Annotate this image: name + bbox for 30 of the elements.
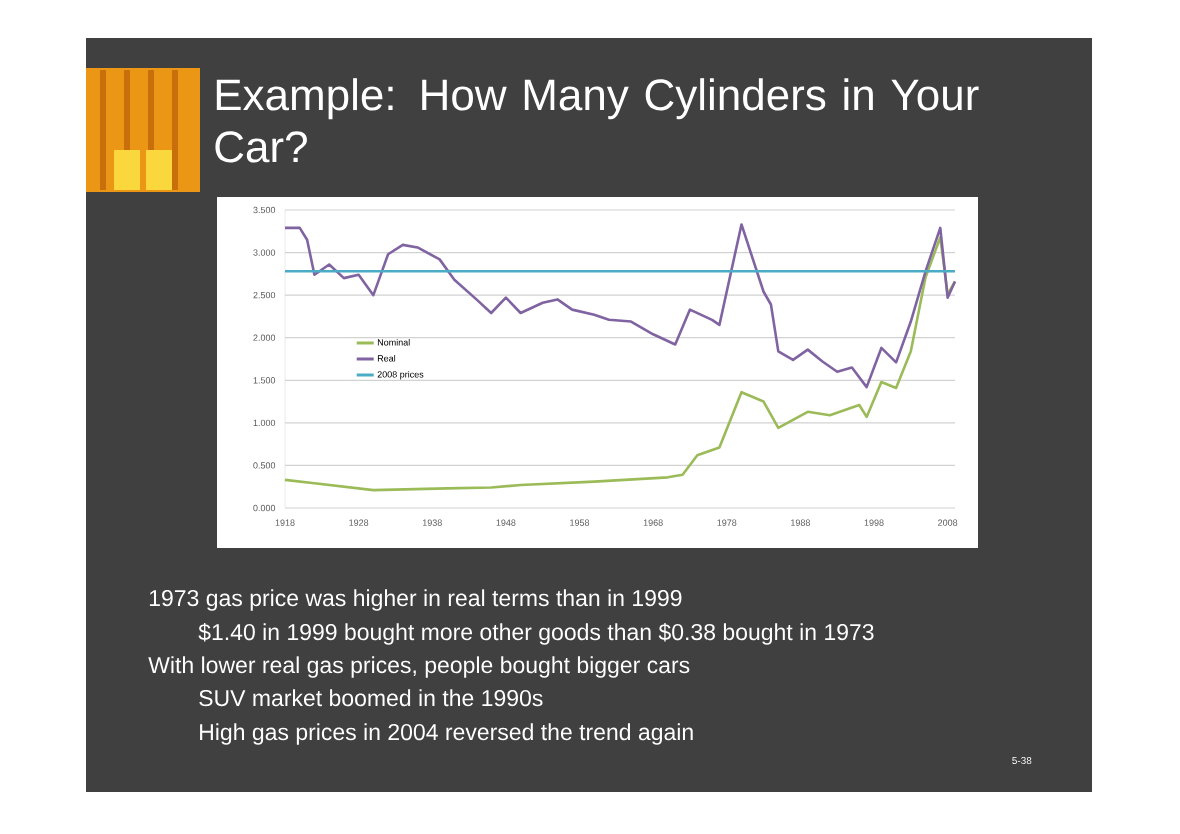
x-tick-label: 2008 bbox=[938, 519, 958, 526]
chart-title: Example: How Many Cylinders in Your Car? bbox=[215, 78, 979, 163]
x-tick-label: 1978 bbox=[717, 519, 737, 526]
line-series bbox=[283, 235, 957, 492]
y-tick-label: 2.000 bbox=[253, 334, 276, 341]
text: $1.40 in 1999 bought more other goods than $0.38 bought in 1973 bbox=[198, 622, 874, 645]
x-tick-label: 1928 bbox=[349, 519, 369, 526]
x-tick-label: 1938 bbox=[422, 519, 442, 526]
text: 5-38 bbox=[1012, 757, 1032, 765]
y-tick-label: 0.500 bbox=[253, 462, 276, 469]
y-tick-label: 3.000 bbox=[253, 249, 276, 256]
y-tick-label: 2.500 bbox=[253, 291, 276, 299]
y-tick-label: 3.500 bbox=[253, 206, 276, 214]
text: High gas prices in 2004 reversed the trend again bbox=[200, 723, 693, 745]
x-tick-label: 1998 bbox=[864, 519, 884, 526]
y-tick-label: 1.500 bbox=[253, 377, 276, 384]
text: With lower real gas prices, people bought bigger cars bbox=[148, 656, 690, 678]
legend-label: Real bbox=[377, 354, 396, 362]
x-tick-label: 1968 bbox=[643, 519, 663, 526]
y-tick-label: 1.000 bbox=[253, 419, 276, 427]
x-tick-label: 1958 bbox=[570, 519, 590, 526]
text: SUV market boomed in the 1990s bbox=[199, 689, 543, 707]
x-tick-label: 1918 bbox=[275, 519, 295, 526]
y-tick-label: 0.000 bbox=[253, 504, 276, 512]
x-tick-label: 1948 bbox=[496, 519, 516, 526]
legend-label: Nominal bbox=[377, 338, 410, 346]
x-tick-label: 1988 bbox=[791, 519, 810, 526]
legend-label: 2008 prices bbox=[377, 370, 424, 380]
text: 1973 gas price was higher in real terms than in 1999 bbox=[149, 589, 682, 611]
line-series bbox=[283, 223, 957, 389]
